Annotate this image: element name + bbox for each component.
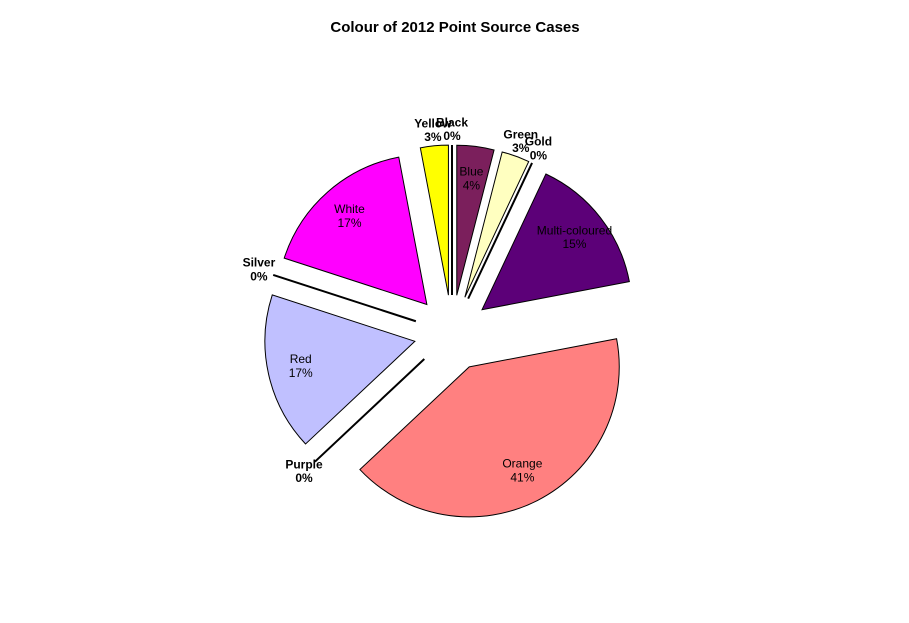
slice-label: Orange 41% [502,457,542,485]
slice-percent: 17% [337,216,361,230]
pie-slice [481,173,630,311]
slice-name: Green [503,128,538,142]
slice-percent: 0% [530,149,548,163]
slice-percent: 0% [295,471,313,485]
pie-slice [464,151,530,298]
slice-name: Orange [502,457,542,471]
slice-label: Multi-coloured 15% [537,224,612,252]
slice-name: Yellow [414,116,452,130]
slice-label: Silver 0% [243,256,276,284]
slice-label: Green 3% [503,128,538,156]
pie-slice [359,338,620,518]
slice-percent: 4% [463,179,481,193]
pie-slice [467,162,533,300]
slice-label: White 17% [334,202,365,230]
slice-name: Multi-coloured [537,224,612,238]
slice-label: Red 17% [289,352,313,380]
slice-percent: 15% [562,237,586,251]
slice-label: Blue 4% [459,165,483,193]
slice-name: Purple [285,458,323,472]
pie-slice [456,144,495,296]
slice-label: Black 0% [436,116,468,144]
slice-percent: 0% [443,129,461,143]
slice-name: Silver [243,256,276,270]
slice-label: Purple 0% [285,458,323,486]
chart-title: Colour of 2012 Point Source Cases [330,19,579,36]
slice-name: Red [290,352,312,366]
pie-slice [314,358,425,463]
slice-name: Blue [459,165,483,179]
slice-percent: 3% [424,130,442,144]
slice-label: Yellow 3% [414,116,452,144]
slice-name: Gold [525,135,552,149]
pie-slice [272,273,417,323]
slice-name: Black [436,116,468,130]
pie-slice [419,144,449,296]
pie-slice [283,156,428,306]
pie-slice [264,294,416,445]
slice-percent: 3% [512,141,530,155]
slice-label: Gold 0% [525,135,552,163]
slice-percent: 17% [289,366,313,380]
slice-percent: 41% [510,470,534,484]
slice-name: White [334,202,365,216]
slice-percent: 0% [250,270,268,284]
